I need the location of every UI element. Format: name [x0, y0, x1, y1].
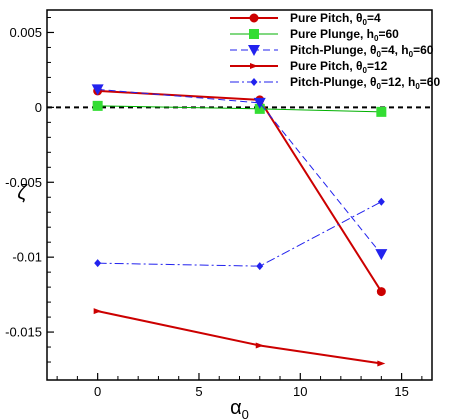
y-tick-label: 0	[35, 100, 42, 115]
legend-subscript: 0	[409, 50, 414, 59]
legend-text: =60	[413, 43, 434, 57]
x-tick-label: 5	[195, 384, 202, 399]
legend-text: =4	[367, 11, 381, 25]
legend-text: Pitch-Plunge, θ	[290, 43, 377, 57]
series-5	[94, 197, 385, 271]
legend-label: Pure Plunge, h0=60	[290, 27, 399, 43]
y-tick-label: 0.005	[9, 25, 42, 40]
series-4	[93, 308, 386, 367]
x-axis-title-main: α	[230, 397, 242, 419]
data-point	[377, 197, 385, 206]
legend-label: Pitch-Plunge, θ0=4, h0=60	[290, 43, 434, 59]
legend-marker	[250, 63, 258, 69]
data-point	[375, 249, 388, 261]
series-2	[92, 100, 387, 117]
legend-text: =12, h	[381, 75, 415, 89]
y-tick-label: -0.005	[5, 175, 42, 190]
data-point	[92, 100, 103, 111]
x-tick-label: 0	[94, 384, 101, 399]
series-line	[97, 310, 382, 365]
legend-subscript: 0	[377, 82, 382, 91]
legend-marker	[250, 78, 258, 86]
legend-subscript: 0	[374, 34, 379, 43]
series-layer	[91, 84, 388, 367]
series-line	[97, 89, 383, 293]
x-tick-label: 15	[394, 384, 408, 399]
legend-text: Pure Plunge, h	[290, 27, 374, 41]
series-3	[91, 84, 388, 261]
data-point	[91, 84, 104, 96]
data-point	[376, 287, 386, 297]
series-line	[97, 201, 382, 267]
legend-text: =60	[420, 75, 441, 89]
data-point	[376, 106, 387, 117]
legend-subscript: 0	[363, 66, 368, 75]
legend-text: Pitch-Plunge, θ	[290, 75, 377, 89]
legend-marker	[249, 13, 259, 23]
legend-item: Pitch-Plunge, θ0=12, h0=60	[230, 75, 440, 91]
legend-item: Pitch-Plunge, θ0=4, h0=60	[230, 43, 434, 59]
legend-subscript: 0	[415, 82, 420, 91]
legend-item: Pure Pitch, θ0=4	[230, 11, 381, 27]
series-line	[97, 88, 382, 255]
x-axis-title-subscript: 0	[242, 407, 249, 419]
data-point	[377, 360, 386, 367]
legend-text: Pure Pitch, θ	[290, 59, 363, 73]
x-axis-title: α0	[230, 397, 249, 419]
legend-label: Pure Pitch, θ0=12	[290, 59, 388, 75]
legend-text: =60	[378, 27, 399, 41]
y-tick-label: -0.01	[12, 250, 42, 265]
data-point	[94, 259, 102, 268]
x-tick-label: 10	[293, 384, 307, 399]
legend-label: Pitch-Plunge, θ0=12, h0=60	[290, 75, 440, 91]
legend-label: Pure Pitch, θ0=4	[290, 11, 381, 27]
y-axis-title: ζ	[17, 182, 28, 204]
data-point	[256, 262, 264, 271]
tick-layer: 0 5 10 15 0.005 0 -0.005 -0.01 -0.015	[5, 16, 423, 399]
data-point	[93, 308, 102, 315]
data-point	[253, 97, 266, 109]
y-tick-label: -0.015	[5, 325, 42, 340]
legend-text: Pure Pitch, θ	[290, 11, 363, 25]
legend-item: Pure Plunge, h0=60	[230, 27, 399, 43]
data-point	[255, 342, 264, 349]
legend-text: =12	[367, 59, 388, 73]
legend-subscript: 0	[377, 50, 382, 59]
legend-marker	[248, 45, 260, 56]
legend-marker	[249, 29, 259, 39]
legend-text: =4, h	[381, 43, 409, 57]
legend-item: Pure Pitch, θ0=12	[230, 59, 388, 75]
legend-subscript: 0	[363, 18, 368, 27]
